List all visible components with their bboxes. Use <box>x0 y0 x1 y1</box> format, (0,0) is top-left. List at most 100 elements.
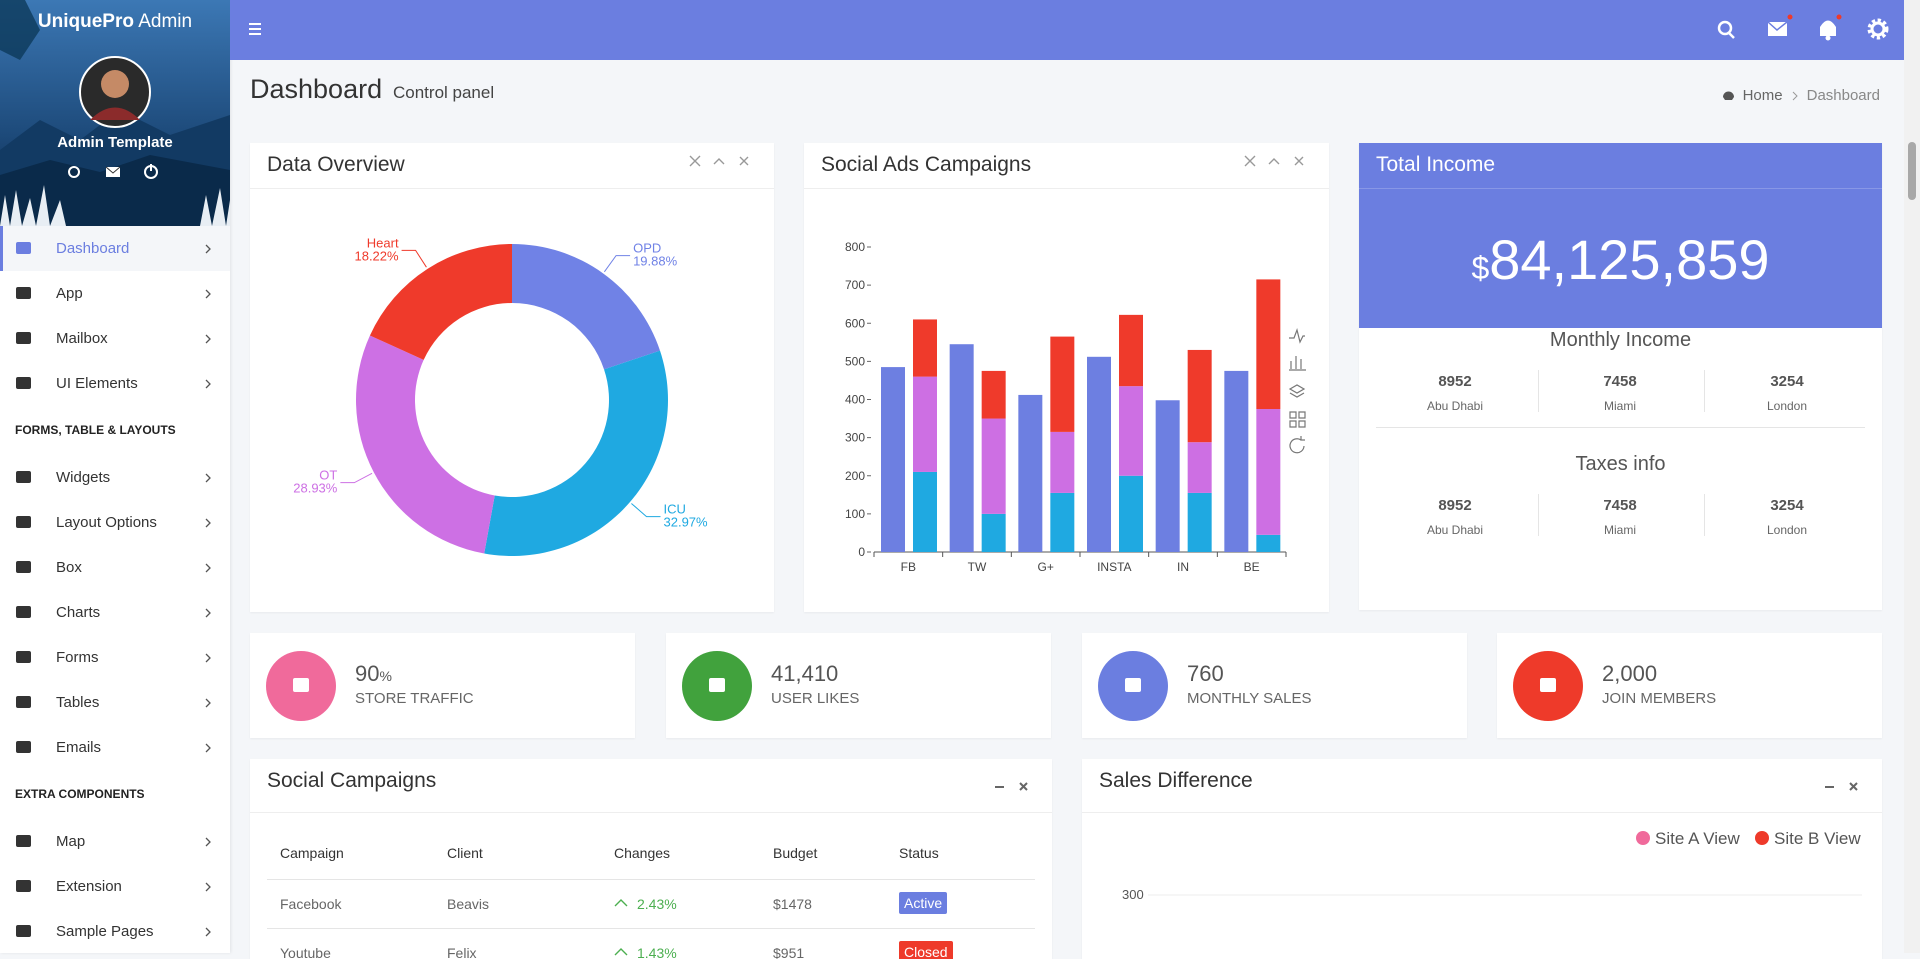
breadcrumb-link[interactable]: Home <box>1742 87 1783 104</box>
chevron <box>205 882 211 892</box>
y-tick-label: 300 <box>1122 887 1144 902</box>
column-header: Campaign <box>280 845 344 861</box>
home-icon <box>1722 91 1734 100</box>
chevron <box>205 334 211 344</box>
menu-toggle[interactable] <box>249 23 261 35</box>
chevron-shape <box>205 244 211 254</box>
menu-label: Widgets <box>56 469 111 486</box>
topbar-icons <box>249 14 1889 41</box>
chevron <box>205 379 211 389</box>
bar <box>1224 370 1249 552</box>
x-tick-label: INSTA <box>1097 560 1131 574</box>
tool-tiled <box>1289 411 1306 428</box>
income-city: Miami <box>1604 399 1636 413</box>
slice-value: 28.93% <box>293 481 338 496</box>
y-tick-label: 800 <box>845 240 865 254</box>
settings-icon[interactable] <box>1867 18 1889 40</box>
bar <box>1050 431 1075 493</box>
menu-icon <box>16 242 31 254</box>
stat-label: JOIN MEMBERS <box>1602 690 1717 707</box>
menu-item[interactable]: Tables <box>0 680 230 725</box>
chevron-shape <box>205 379 211 389</box>
chevron-shape <box>205 743 211 753</box>
menu-item[interactable]: Mailbox <box>0 316 230 361</box>
table-cell: 2.43% <box>637 896 677 912</box>
bar <box>1256 279 1281 410</box>
income-city: Abu Dhabi <box>1426 399 1484 413</box>
table-cell: $951 <box>773 945 805 959</box>
box-controls[interactable] <box>1244 155 1304 167</box>
menu-item[interactable]: Widgets <box>0 455 230 500</box>
income-value: 8952 <box>1438 497 1472 514</box>
income-box: Total Income $84,125,859 Monthly Income 8… <box>1359 143 1882 610</box>
bar-chart: 0 100 200 300 400 500 600 700 800 FB TW G+ INSTA IN BE <box>845 155 1306 574</box>
bar <box>949 344 974 552</box>
stat-number: 760 <box>1187 661 1224 686</box>
menu-item[interactable]: UI Elements <box>0 361 230 406</box>
social-campaigns-box: Social Campaigns Campaign Client Changes Bu… <box>250 759 1052 959</box>
stat-number: 2,000 <box>1602 661 1658 686</box>
stat-label: USER LIKES <box>771 690 860 707</box>
income-details: Monthly Income 8952 Abu Dhabi 7458 Miami 3254… <box>1359 328 1882 610</box>
bar <box>1018 394 1043 552</box>
chevron <box>205 743 211 753</box>
mail-icon[interactable] <box>1767 14 1793 37</box>
menu-icon <box>16 651 31 663</box>
chevron <box>205 608 211 618</box>
table-header: Campaign Client Changes Budget Status <box>267 831 1035 880</box>
breadcrumb-separator <box>1792 91 1798 100</box>
chevron <box>205 837 211 847</box>
menu-item[interactable]: Forms <box>0 635 230 680</box>
x-tick-label: FB <box>901 560 916 574</box>
box-divider <box>250 188 774 189</box>
search-icon[interactable] <box>1717 20 1735 39</box>
stat-unit: % <box>379 668 392 684</box>
income-value: 3254 <box>1770 373 1804 390</box>
menu-item[interactable]: Map <box>0 819 230 864</box>
slice-label: ICU <box>664 502 686 517</box>
bar <box>981 370 1006 419</box>
table-cell: Youtube <box>280 945 331 959</box>
scrollbar[interactable] <box>1904 0 1920 953</box>
menu-icon-shape <box>16 651 31 663</box>
stat-value: 41,410 <box>771 661 838 687</box>
income-separator <box>1537 494 1539 536</box>
income-group-title: Taxes info <box>1575 453 1666 475</box>
table-row: Youtube Felix 1.43% $951 Closed <box>267 929 1035 959</box>
bell-icon[interactable] <box>1820 14 1842 41</box>
box-controls[interactable] <box>1822 777 1862 797</box>
menu-item[interactable]: Dashboard <box>0 226 230 271</box>
box-controls[interactable] <box>992 777 1032 797</box>
menu-item[interactable]: Emails <box>0 725 230 770</box>
chevron <box>205 244 211 254</box>
chart-toolbox[interactable] <box>1288 327 1306 454</box>
stat-icon-glyph <box>709 678 725 692</box>
page-subtitle: Control panel <box>393 83 495 102</box>
table-cell: Felix <box>447 945 477 959</box>
menu-item[interactable]: Extension <box>0 864 230 909</box>
menu-item[interactable]: Box <box>0 545 230 590</box>
box-controls[interactable] <box>689 155 749 167</box>
y-tick-label: 300 <box>845 431 865 445</box>
menu-item[interactable]: Charts <box>0 590 230 635</box>
bar <box>1050 336 1075 432</box>
slice-label: OT <box>319 468 337 483</box>
stat-card: 90% STORE TRAFFIC <box>250 633 635 738</box>
income-total: $84,125,859 <box>1359 227 1882 292</box>
stat-number: 41,410 <box>771 661 839 686</box>
status-badge: Closed <box>899 941 953 959</box>
sales-difference-box: Sales Difference Site A View Site B View 3… <box>1082 759 1882 959</box>
stat-card: 2,000 JOIN MEMBERS <box>1497 633 1882 738</box>
menu-icon <box>16 741 31 753</box>
menu-item[interactable]: Sample Pages <box>0 909 230 954</box>
menu-icon <box>16 471 31 483</box>
menu-label: Extension <box>56 878 122 895</box>
x-tick-label: BE <box>1244 560 1260 574</box>
menu-item[interactable]: App <box>0 271 230 316</box>
menu-heading: EXTRA COMPONENTS <box>15 787 145 801</box>
scroll-thumb[interactable] <box>1908 142 1916 200</box>
brand[interactable]: UniquePro Admin <box>0 11 230 33</box>
bar <box>1155 400 1180 552</box>
chevron <box>205 518 211 528</box>
menu-item[interactable]: Layout Options <box>0 500 230 545</box>
